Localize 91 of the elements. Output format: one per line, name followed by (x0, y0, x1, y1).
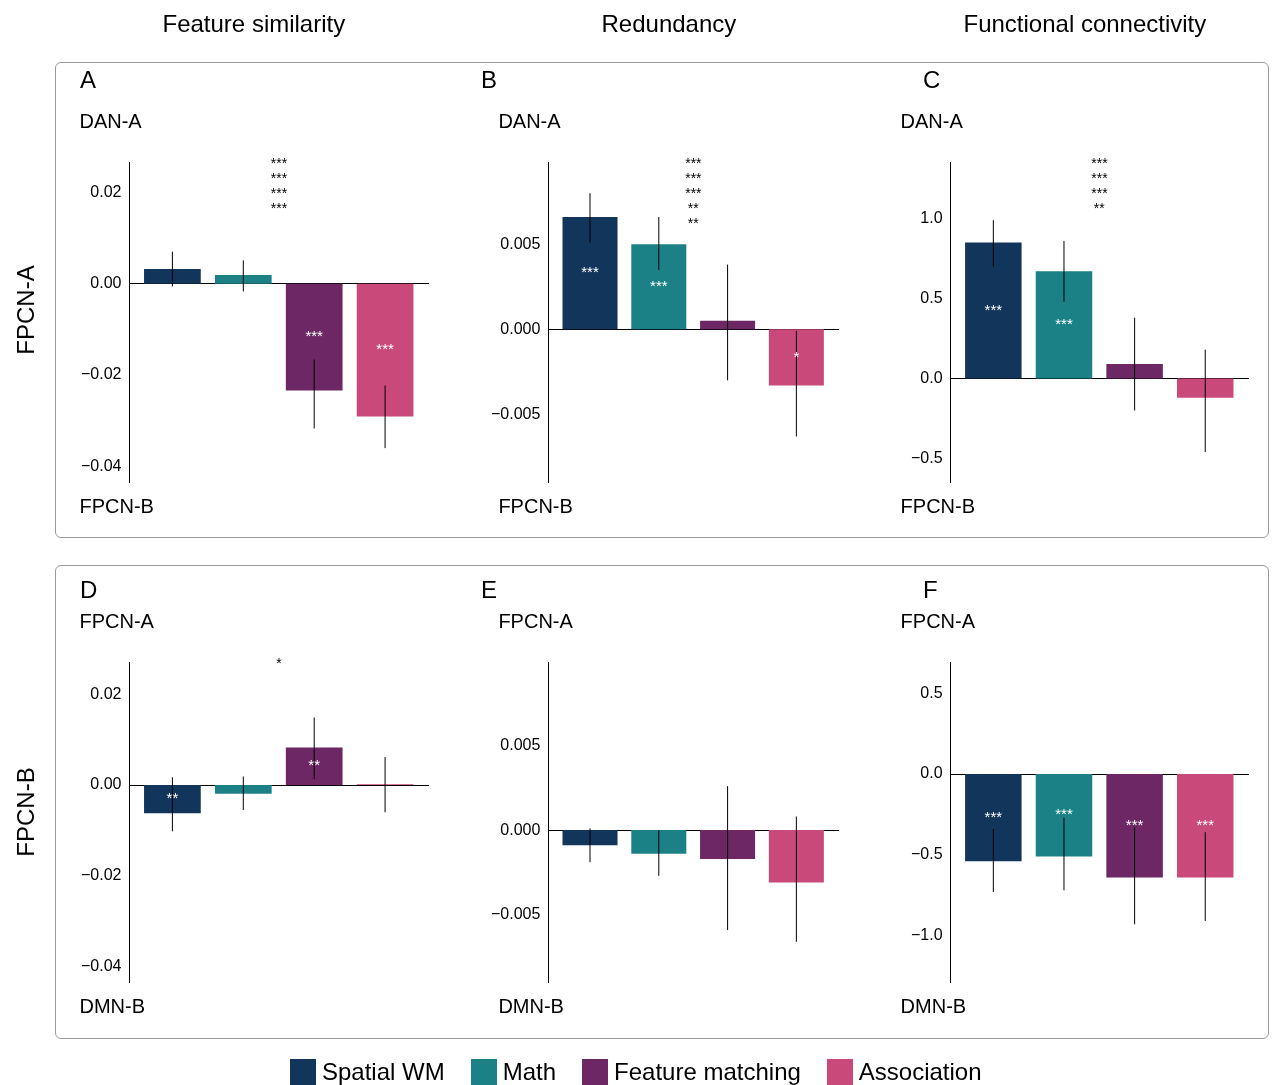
annotation: *** (270, 184, 288, 201)
bar (144, 269, 201, 284)
y-tick-label: −1.0 (910, 925, 943, 943)
y-tick-label: −0.04 (81, 456, 122, 474)
data-label: *** (1125, 815, 1144, 833)
data-label: *** (1055, 805, 1073, 823)
bar (631, 244, 687, 330)
data-label: *** (1196, 815, 1215, 833)
y-tick-label: 0.005 (500, 234, 541, 252)
legend-label: Spatial WM (322, 1058, 445, 1085)
bar (144, 785, 201, 814)
y-tick-label: 0.5 (920, 683, 943, 701)
data-label: *** (305, 327, 324, 345)
data-label: *** (1055, 315, 1073, 333)
y-tick-label: 0.00 (90, 775, 122, 793)
y-tick-label: −0.02 (81, 365, 122, 383)
bar (214, 785, 272, 794)
text: DMN-B (498, 995, 564, 1018)
chart-title: A (80, 66, 97, 94)
y-tick-label: 0.5 (920, 288, 943, 306)
text: FPCN-B (900, 495, 976, 518)
bar (356, 283, 414, 417)
annotation: *** (270, 154, 288, 171)
legend-label: Association (858, 1058, 982, 1085)
bar (562, 217, 618, 330)
text: FPCN-A (498, 610, 573, 633)
bar (214, 274, 272, 284)
y-tick-label: 0.0 (920, 764, 943, 782)
y-tick-label: 1.0 (920, 208, 943, 226)
y-tick-label: 0.005 (500, 735, 541, 753)
annotation: *** (685, 184, 702, 201)
y-tick-label: −0.04 (81, 956, 122, 974)
y-tick-label: −0.5 (910, 448, 943, 466)
text: DAN-A (498, 110, 561, 133)
bar (768, 329, 824, 386)
y-axis-title: FPCN-A (11, 265, 40, 355)
annotation: *** (270, 199, 288, 216)
data-label: ** (308, 756, 321, 774)
text: FPCN-B (79, 495, 154, 518)
text: FPCN-A (79, 610, 154, 633)
legend-label: Math (502, 1058, 557, 1085)
y-tick-label: −0.005 (490, 404, 541, 422)
annotation: *** (270, 169, 288, 186)
data-label: *** (650, 276, 668, 294)
annotation: *** (685, 154, 702, 171)
chart-title: B (481, 66, 498, 94)
text: DMN-B (79, 995, 146, 1018)
y-tick-label: 0.000 (500, 820, 541, 838)
bar (965, 242, 1022, 379)
bar (700, 320, 756, 330)
data-label: *** (376, 340, 395, 358)
bar (1106, 364, 1163, 379)
text: FPCN-B (498, 495, 573, 518)
chart-subtitle: Feature similarity (162, 10, 346, 38)
annotation: *** (1091, 154, 1108, 171)
legend-label: Feature matching (614, 1058, 801, 1085)
data-label: * (793, 347, 800, 365)
data-label: *** (984, 300, 1003, 318)
annotation: *** (685, 169, 702, 186)
annotation: *** (1091, 169, 1108, 186)
bar (285, 283, 343, 391)
y-axis-title: FPCN-B (11, 767, 40, 857)
chart-title: E (481, 576, 498, 604)
annotation: ** (1093, 199, 1105, 216)
text: FPCN-A (900, 610, 976, 633)
data-label: *** (984, 807, 1003, 825)
chart-subtitle: Redundancy (601, 10, 737, 38)
y-tick-label: 0.02 (90, 684, 122, 702)
chart-title: F (923, 576, 938, 604)
y-tick-label: 0.0 (920, 368, 943, 386)
bar (1176, 378, 1234, 398)
text: DMN-B (900, 995, 967, 1018)
data-label: *** (581, 263, 599, 281)
bar (285, 747, 343, 786)
text: DAN-A (900, 110, 963, 133)
annotation: *** (1091, 184, 1108, 201)
chart-subtitle: Functional connectivity (963, 10, 1207, 38)
annotation: ** (687, 214, 699, 231)
chart-title: D (80, 576, 98, 604)
text: DAN-A (79, 110, 142, 133)
data-label: ** (166, 789, 179, 807)
y-tick-label: −0.005 (490, 905, 541, 923)
bar (1035, 271, 1093, 379)
y-tick-label: −0.5 (910, 845, 943, 863)
chart-title: C (923, 66, 941, 94)
y-tick-label: −0.02 (81, 866, 122, 884)
y-tick-label: 0.000 (500, 319, 541, 337)
annotation: ** (687, 199, 699, 216)
y-tick-label: 0.00 (90, 274, 122, 292)
annotation: * (276, 654, 282, 671)
y-tick-label: 0.02 (90, 182, 122, 200)
